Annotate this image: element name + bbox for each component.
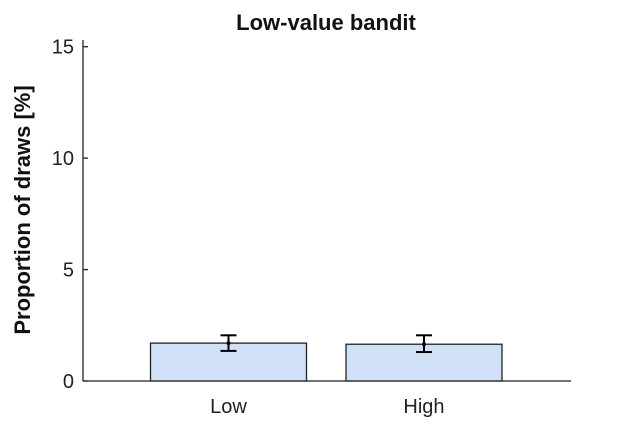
x-tick-label: High bbox=[403, 396, 444, 418]
x-tick-label: Low bbox=[210, 396, 247, 418]
y-tick-label: 10 bbox=[52, 148, 74, 170]
y-tick-label: 0 bbox=[63, 371, 74, 393]
mean-marker bbox=[422, 342, 426, 347]
y-axis-label: Proportion of draws [%] bbox=[10, 85, 35, 334]
y-tick-label: 5 bbox=[63, 260, 74, 282]
chart-title: Low-value bandit bbox=[236, 10, 416, 35]
y-tick-label: 15 bbox=[52, 37, 74, 59]
plot-area: 0 5 10 15 Low High bbox=[52, 37, 571, 418]
mean-marker bbox=[226, 341, 231, 346]
